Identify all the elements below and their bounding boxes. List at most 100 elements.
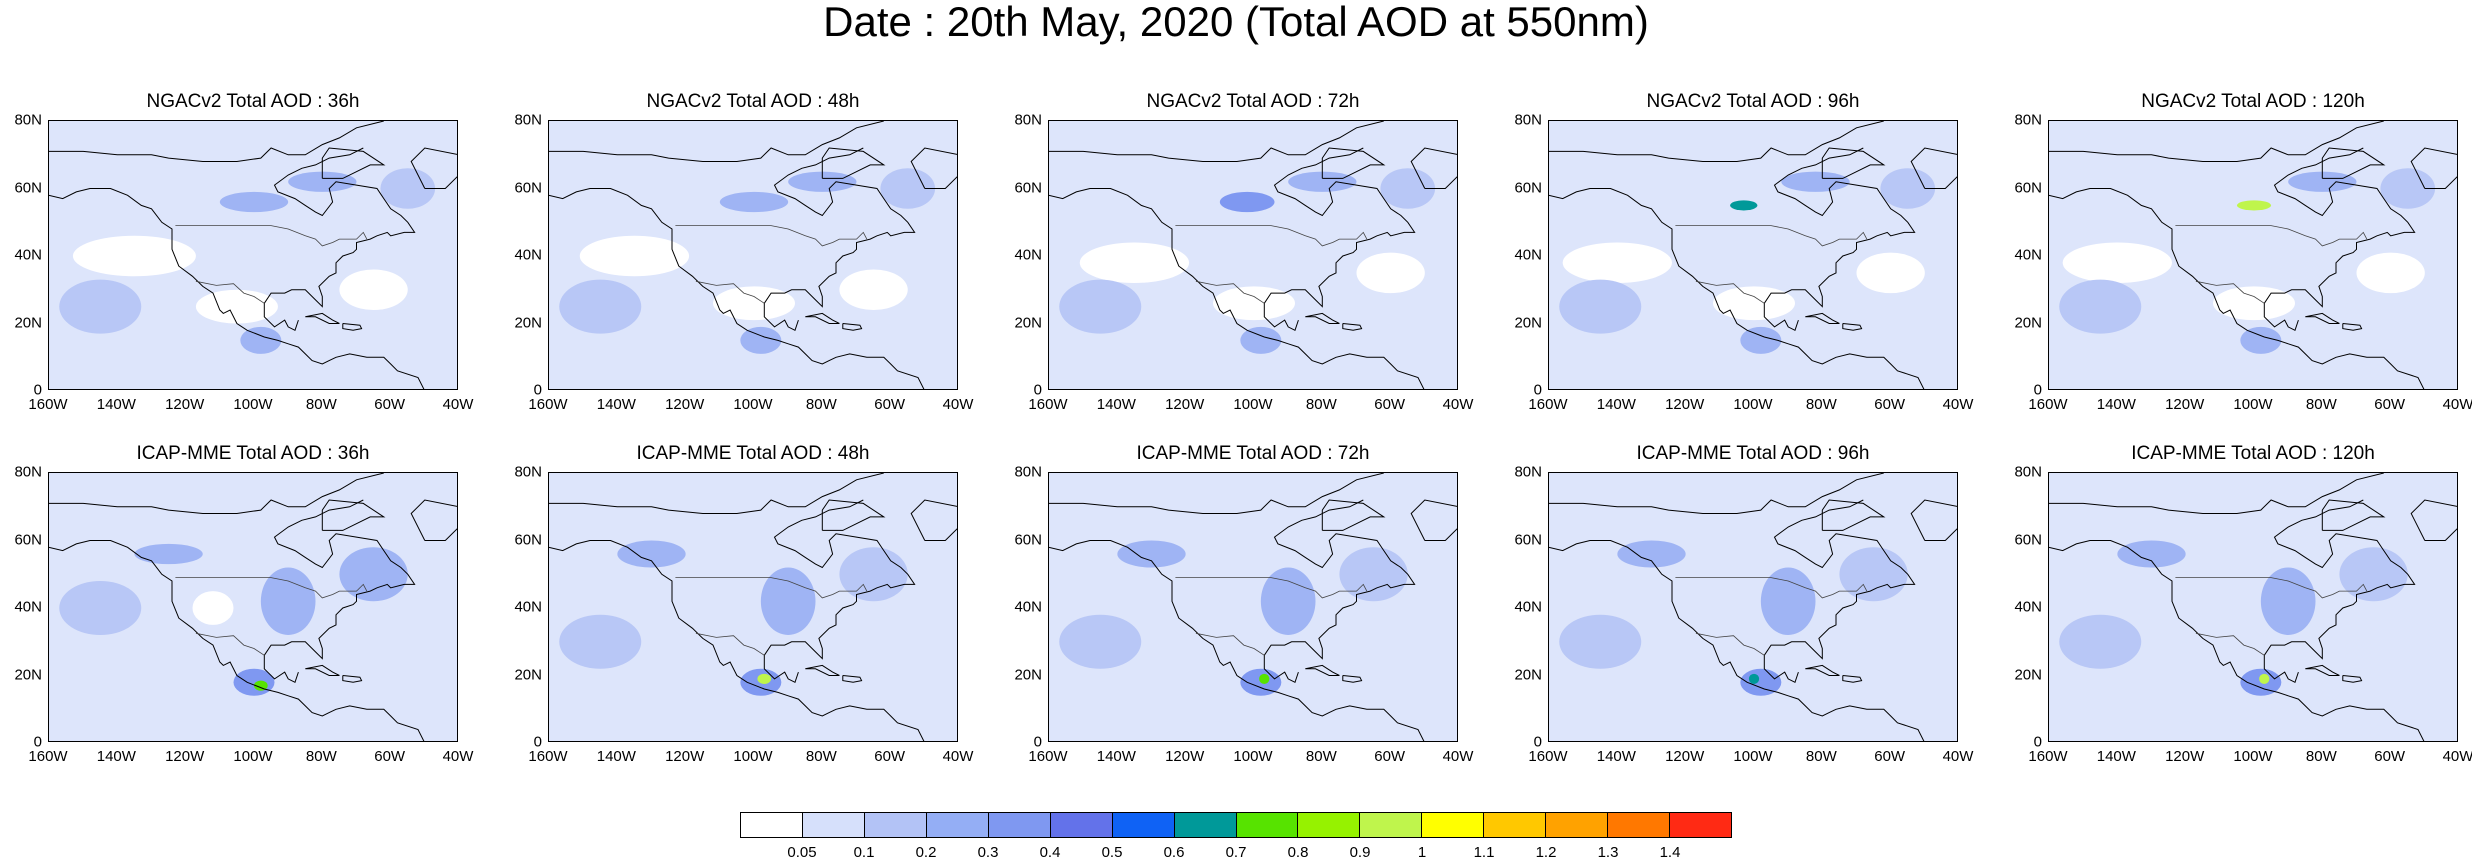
colorbar-cell: [1112, 813, 1175, 837]
longitude-tick-label: 40W: [442, 748, 474, 765]
aod-patch: [740, 326, 782, 354]
national-border: [1195, 632, 1265, 656]
longitude-tick-label: 160W: [1028, 748, 1068, 765]
longitude-tick-label: 140W: [1096, 748, 1136, 765]
longitude-tick-label: 160W: [528, 396, 568, 413]
latitude-tick-label: 0: [33, 733, 42, 751]
coastline: [1821, 147, 1886, 179]
aod-patch: [1740, 326, 1782, 354]
latitude-axis: 80N 60N 40N 20N 0: [502, 112, 542, 399]
colorbar-cell: [1174, 813, 1237, 837]
coastline: [549, 188, 925, 389]
aod-patch: [2062, 242, 2172, 283]
coastline: [2049, 473, 2384, 514]
coastline: [1263, 499, 1416, 684]
longitude-tick-label: 40W: [442, 396, 474, 413]
map-panel: ICAP-MME Total AOD : 96h 80N 60N 40N 20N 0 160…: [1514, 444, 1973, 774]
longitude-axis: 160W 140W 120W 100W 80W 60W 40W: [1028, 748, 1473, 768]
map-canvas: [549, 121, 957, 389]
latitude-axis: 80N 60N 40N 20N 0: [1502, 112, 1542, 399]
colorbar-cell: [1422, 813, 1485, 837]
map-canvas: [1049, 473, 1457, 741]
longitude-tick-label: 40W: [1942, 748, 1974, 765]
latitude-tick-label: 80N: [2014, 111, 2042, 129]
aod-colorbar: [740, 812, 1732, 838]
aod-patch: [880, 168, 936, 209]
latitude-tick-label: 20N: [514, 666, 542, 683]
longitude-tick-label: 40W: [1442, 748, 1474, 765]
latitude-tick-label: 60N: [14, 179, 42, 196]
aod-patch: [1380, 168, 1436, 209]
coastline: [549, 473, 884, 514]
latitude-tick-label: 40N: [514, 246, 542, 264]
map-canvas: [1549, 121, 1957, 389]
longitude-tick-label: 60W: [1374, 748, 1406, 765]
latitude-axis: 80N 60N 40N 20N 0: [1502, 464, 1542, 751]
aod-map: [2048, 120, 2458, 390]
aod-patch: [1760, 567, 1816, 635]
coastline: [1549, 473, 1884, 514]
latitude-tick-label: 20N: [1014, 666, 1042, 683]
longitude-tick-label: 140W: [96, 396, 136, 413]
national-border: [1695, 632, 1765, 656]
coastline: [1049, 540, 1425, 741]
national-border: [175, 577, 368, 599]
coastline: [2263, 147, 2416, 332]
latitude-tick-label: 60N: [1514, 531, 1542, 548]
national-border: [695, 280, 765, 304]
coastline: [1321, 147, 1386, 179]
colorbar-label: 0.2: [915, 844, 937, 861]
latitude-tick-label: 80N: [2014, 463, 2042, 481]
longitude-tick-label: 160W: [2028, 748, 2068, 765]
aod-patch: [2380, 168, 2436, 209]
coastline: [1049, 188, 1425, 389]
aod-patch: [1117, 540, 1186, 568]
longitude-axis: 160W 140W 120W 100W 80W 60W 40W: [2028, 748, 2472, 768]
latitude-tick-label: 20N: [14, 314, 42, 331]
coastline: [1321, 499, 1386, 531]
longitude-tick-label: 60W: [1374, 396, 1406, 413]
longitude-tick-label: 100W: [1733, 396, 1773, 413]
aod-patch: [1059, 614, 1142, 669]
longitude-tick-label: 100W: [1233, 396, 1273, 413]
panel-title: NGACv2 Total AOD : 48h: [646, 91, 860, 112]
longitude-tick-label: 100W: [2233, 748, 2273, 765]
longitude-axis: 160W 140W 120W 100W 80W 60W 40W: [1528, 748, 1973, 768]
colorbar-label: 1: [1417, 844, 1427, 861]
map-canvas: [2049, 121, 2457, 389]
aod-patch: [2288, 171, 2357, 192]
colorbar-label: 0.7: [1225, 844, 1247, 861]
coastline: [410, 499, 457, 541]
aod-patch: [1856, 252, 1925, 294]
latitude-tick-label: 40N: [14, 598, 42, 616]
longitude-tick-label: 60W: [374, 748, 406, 765]
coastline: [1305, 664, 1340, 676]
coastline: [305, 312, 340, 324]
latitude-tick-label: 60N: [514, 531, 542, 548]
coastline: [1910, 499, 1957, 541]
aod-patch: [788, 171, 857, 192]
longitude-axis: 160W 140W 120W 100W 80W 60W 40W: [28, 396, 473, 416]
aod-patch: [2240, 326, 2282, 354]
coastline: [2410, 499, 2457, 541]
latitude-tick-label: 20N: [2014, 314, 2042, 331]
aod-patch: [2259, 673, 2270, 684]
aod-patch: [288, 171, 357, 192]
longitude-tick-label: 80W: [805, 396, 837, 413]
coastline: [1549, 188, 1925, 389]
national-border: [2195, 280, 2265, 304]
map-panel: ICAP-MME Total AOD : 36h 80N 60N 40N 20N 0 160…: [14, 444, 473, 774]
longitude-tick-label: 100W: [733, 748, 773, 765]
map-panel: ICAP-MME Total AOD : 120h 80N 60N 40N 20N 0 16…: [2014, 444, 2472, 774]
longitude-tick-label: 120W: [1165, 396, 1205, 413]
aod-patch: [2260, 567, 2316, 635]
coastline: [763, 499, 916, 684]
latitude-tick-label: 80N: [1014, 463, 1042, 481]
coastline: [1342, 323, 1363, 331]
aod-patch: [1288, 171, 1357, 192]
coastline: [1263, 147, 1416, 332]
coastline: [263, 499, 416, 684]
latitude-tick-label: 0: [1033, 381, 1042, 399]
latitude-tick-label: 20N: [2014, 666, 2042, 683]
coastline: [49, 540, 425, 741]
